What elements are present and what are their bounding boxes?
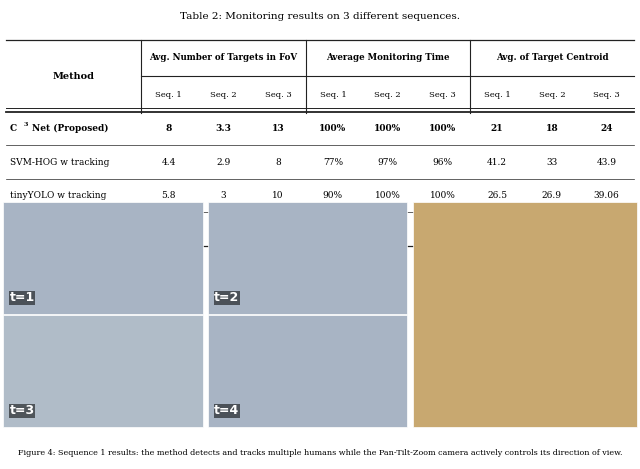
Text: Seq. 1: Seq. 1 <box>484 91 511 98</box>
Text: 5: 5 <box>166 224 172 234</box>
Text: C: C <box>10 124 17 133</box>
Text: 24.2: 24.2 <box>542 224 562 234</box>
Text: 97%: 97% <box>378 158 397 166</box>
Text: 26.9: 26.9 <box>542 191 562 200</box>
Text: 4.4: 4.4 <box>161 158 176 166</box>
Text: tinyYOLO w tracking: tinyYOLO w tracking <box>10 191 106 200</box>
Text: 28.4: 28.4 <box>596 224 617 234</box>
Text: 41.2: 41.2 <box>487 158 507 166</box>
Text: 8: 8 <box>275 158 281 166</box>
Text: Net (Proposed): Net (Proposed) <box>32 124 109 133</box>
FancyBboxPatch shape <box>208 202 408 314</box>
Text: Figure 4: Sequence 1 results: the method detects and tracks multiple humans whil: Figure 4: Sequence 1 results: the method… <box>18 449 622 457</box>
Text: Seq. 2: Seq. 2 <box>539 91 565 98</box>
Text: 18: 18 <box>545 124 558 133</box>
Text: 3: 3 <box>221 191 226 200</box>
Text: 100%: 100% <box>429 124 456 133</box>
FancyBboxPatch shape <box>3 202 203 314</box>
Text: 24: 24 <box>600 124 613 133</box>
Text: t=1: t=1 <box>10 291 35 304</box>
Text: PDN w tracking: PDN w tracking <box>10 224 83 234</box>
Text: 10.5: 10.5 <box>268 224 288 234</box>
Text: 74%: 74% <box>378 224 397 234</box>
Text: t=3: t=3 <box>10 404 35 417</box>
Text: Seq. 3: Seq. 3 <box>429 91 456 98</box>
Text: 100%: 100% <box>429 224 455 234</box>
Text: 33: 33 <box>547 158 557 166</box>
Text: Seq. 2: Seq. 2 <box>210 91 237 98</box>
Text: 3: 3 <box>23 122 28 127</box>
Text: 26.5: 26.5 <box>487 191 508 200</box>
FancyBboxPatch shape <box>413 202 637 427</box>
Text: 90%: 90% <box>323 191 343 200</box>
Text: Seq. 3: Seq. 3 <box>265 91 291 98</box>
Text: 13: 13 <box>272 124 285 133</box>
Text: Seq. 1: Seq. 1 <box>156 91 182 98</box>
Text: 8: 8 <box>165 124 172 133</box>
Text: 100%: 100% <box>319 124 346 133</box>
Text: 100%: 100% <box>374 124 401 133</box>
Text: Seq. 3: Seq. 3 <box>593 91 620 98</box>
Text: 77%: 77% <box>323 158 343 166</box>
Text: 100%: 100% <box>374 191 401 200</box>
FancyBboxPatch shape <box>208 316 408 427</box>
Text: t=2: t=2 <box>214 291 239 304</box>
Text: 25.8: 25.8 <box>487 224 508 234</box>
Text: 39.06: 39.06 <box>594 191 620 200</box>
Text: Method: Method <box>53 72 95 81</box>
Text: Avg. Number of Targets in FoV: Avg. Number of Targets in FoV <box>149 53 298 62</box>
Text: 5.8: 5.8 <box>161 191 176 200</box>
Text: 10: 10 <box>273 191 284 200</box>
Text: 43.9: 43.9 <box>596 158 617 166</box>
Text: 3: 3 <box>221 224 226 234</box>
Text: Seq. 2: Seq. 2 <box>374 91 401 98</box>
Text: Avg. of Target Centroid: Avg. of Target Centroid <box>495 53 608 62</box>
Text: 96%: 96% <box>433 158 452 166</box>
Text: 2.9: 2.9 <box>216 158 230 166</box>
Text: Average Monitoring Time: Average Monitoring Time <box>326 53 449 62</box>
Text: Seq. 1: Seq. 1 <box>319 91 346 98</box>
Text: 3.3: 3.3 <box>216 124 232 133</box>
Text: Table 2: Monitoring results on 3 different sequences.: Table 2: Monitoring results on 3 differe… <box>180 12 460 21</box>
Text: 100%: 100% <box>429 191 455 200</box>
Text: t=4: t=4 <box>214 404 239 417</box>
Text: 21: 21 <box>491 124 504 133</box>
Text: SVM-HOG w tracking: SVM-HOG w tracking <box>10 158 109 166</box>
FancyBboxPatch shape <box>3 316 203 427</box>
Text: 98%: 98% <box>323 224 343 234</box>
